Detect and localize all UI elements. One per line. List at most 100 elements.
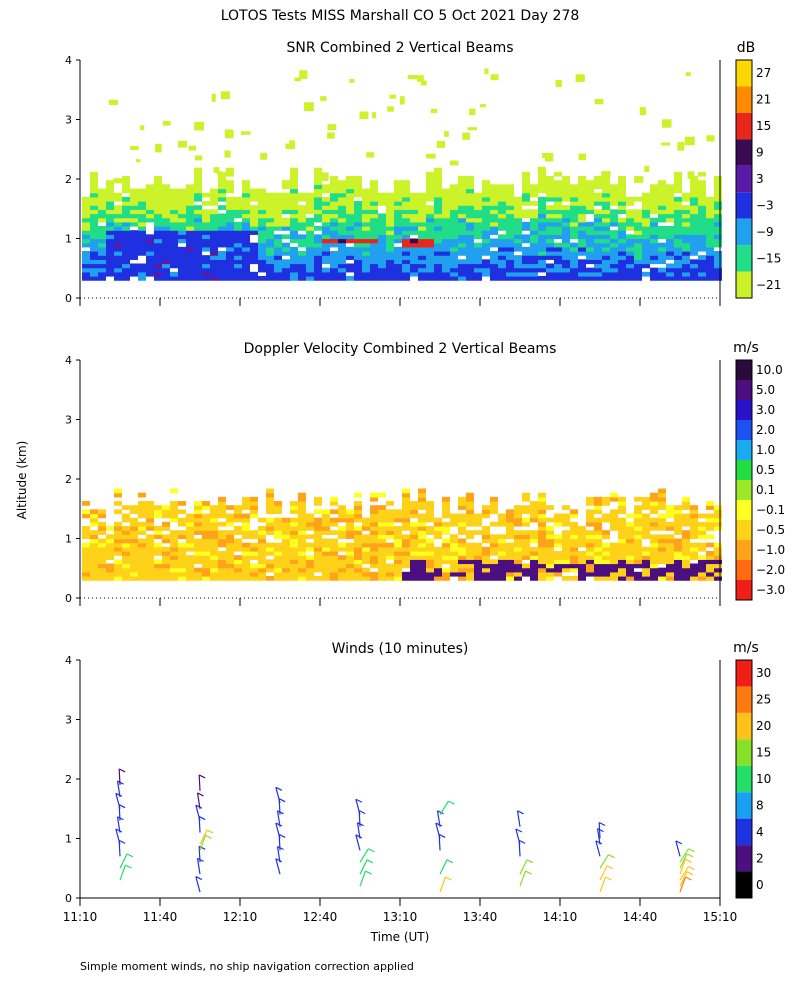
- heatmap-cell: [562, 513, 570, 519]
- heatmap-cell: [138, 201, 146, 206]
- heatmap-cell: [130, 213, 138, 219]
- heatmap-cell: [578, 238, 586, 244]
- heatmap-cell: [250, 513, 258, 519]
- heatmap-cell: [450, 567, 458, 573]
- heatmap-cell: [322, 526, 330, 531]
- heatmap-cell: [138, 521, 146, 527]
- wind-barb: [275, 822, 281, 839]
- heatmap-cell: [482, 526, 490, 531]
- heatmap-cell: [210, 242, 218, 248]
- heatmap-cell: [290, 526, 298, 531]
- heatmap-cell: [418, 563, 426, 569]
- heatmap-cell: [226, 171, 234, 177]
- heatmap-cell: [426, 230, 434, 235]
- heatmap-cell: [394, 509, 402, 515]
- heatmap-cell: [202, 567, 210, 573]
- heatmap-cell: [282, 542, 290, 548]
- heatmap-cell: [186, 188, 194, 194]
- heatmap-cell: [138, 234, 146, 240]
- heatmap-cell: [546, 575, 554, 581]
- colorbar-swatch: [736, 360, 752, 380]
- heatmap-cell: [458, 496, 466, 502]
- heatmap-cell: [658, 538, 666, 544]
- heatmap-cell: [522, 496, 530, 502]
- heatmap-cell: [90, 555, 98, 560]
- colorbar-swatch: [736, 139, 752, 166]
- heatmap-cell: [634, 238, 642, 244]
- heatmap-cell: [242, 250, 250, 256]
- heatmap-cell: [546, 196, 554, 202]
- heatmap-cell: [226, 505, 234, 510]
- heatmap-cell: [450, 184, 458, 190]
- heatmap-cell: [562, 263, 570, 269]
- heatmap-cell: [330, 555, 338, 560]
- heatmap-cell: [602, 501, 610, 506]
- heatmap-cell: [122, 180, 130, 185]
- heatmap-cell: [522, 517, 530, 523]
- heatmap-cell: [522, 509, 530, 515]
- heatmap-cell: [314, 205, 322, 210]
- heatmap-cell: [338, 534, 346, 540]
- heatmap-cell: [434, 226, 442, 231]
- heatmap-cell: [674, 542, 682, 548]
- heatmap-cell: [106, 246, 114, 252]
- heatmap-cell: [250, 259, 258, 265]
- heatmap-cell: [354, 184, 362, 190]
- heatmap-cell: [554, 271, 562, 277]
- heatmap-cell: [82, 571, 90, 577]
- heatmap-cell: [362, 250, 370, 256]
- heatmap-cell: [138, 542, 146, 548]
- x-axis-label: Time (UT): [370, 930, 430, 944]
- heatmap-cell: [186, 192, 194, 198]
- heatmap-cell: [610, 513, 618, 519]
- heatmap-cell: [266, 226, 274, 231]
- heatmap-cell: [546, 567, 554, 573]
- heatmap-cell: [226, 534, 234, 540]
- heatmap-cell: [330, 180, 338, 185]
- heatmap-cell: [114, 205, 122, 210]
- heatmap-cell: [442, 192, 450, 198]
- wind-barb-flag: [605, 876, 612, 881]
- heatmap-cell: [250, 555, 258, 560]
- heatmap-cell: [698, 180, 706, 185]
- heatmap-cell: [82, 263, 90, 269]
- heatmap-cell: [299, 70, 308, 79]
- heatmap-cell: [586, 184, 594, 190]
- heatmap-cell: [378, 559, 386, 565]
- wind-barb: [275, 858, 281, 875]
- heatmap-cell: [442, 521, 450, 527]
- heatmap-cell: [386, 530, 394, 535]
- heatmap-cell: [570, 534, 578, 540]
- heatmap-cell: [306, 575, 314, 581]
- heatmap-cell: [378, 238, 386, 244]
- heatmap-cell: [386, 575, 394, 581]
- heatmap-cell: [386, 521, 394, 527]
- heatmap-cell: [530, 559, 538, 565]
- heatmap-cell: [194, 196, 202, 202]
- heatmap-cell: [330, 192, 338, 198]
- heatmap-cell: [434, 205, 442, 210]
- colorbar-label: 9: [756, 146, 764, 160]
- heatmap-cell: [402, 221, 410, 227]
- heatmap-cell: [330, 226, 338, 231]
- heatmap-cell: [258, 230, 266, 235]
- heatmap-cell: [218, 571, 226, 577]
- heatmap-cell: [522, 201, 530, 206]
- heatmap-cell: [554, 201, 562, 206]
- heatmap-cell: [194, 530, 202, 535]
- heatmap-cell: [426, 176, 434, 181]
- heatmap-cell: [242, 205, 250, 210]
- heatmap-cell: [320, 96, 327, 101]
- heatmap-cell: [698, 263, 706, 269]
- heatmap-cell: [426, 530, 434, 535]
- heatmap-cell: [674, 238, 682, 244]
- heatmap-cell: [330, 559, 338, 565]
- heatmap-cell: [370, 246, 378, 252]
- heatmap-cell: [442, 246, 450, 252]
- heatmap-cell: [90, 546, 98, 552]
- heatmap-cell: [634, 196, 642, 202]
- heatmap-cell: [482, 267, 490, 273]
- heatmap-cell: [122, 550, 130, 556]
- wind-barb: [675, 840, 681, 857]
- heatmap-cell: [714, 526, 722, 531]
